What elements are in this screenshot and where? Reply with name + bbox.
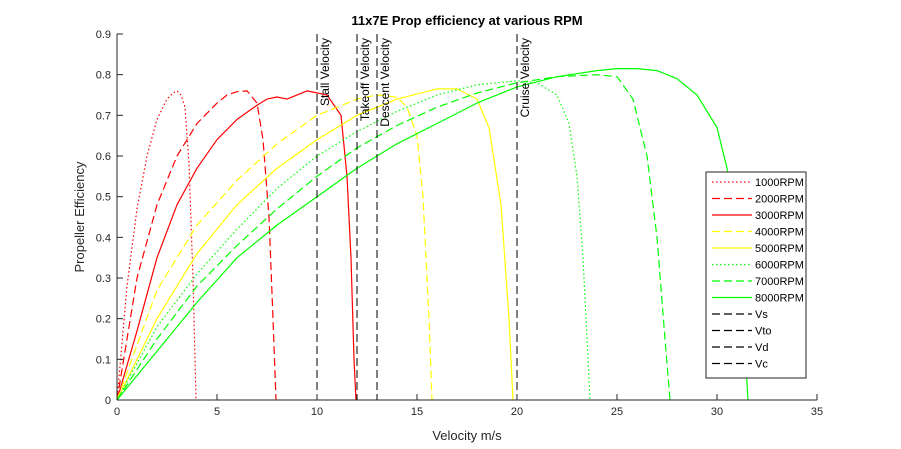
legend-label-5000RPM: 5000RPM	[755, 243, 804, 255]
x-tick-label: 25	[611, 406, 623, 418]
x-tick-label: 0	[114, 406, 120, 418]
series-line-1000RPM	[116, 90, 197, 401]
series-layer	[116, 67, 749, 401]
legend-label-7000RPM: 7000RPM	[755, 276, 804, 288]
y-tick-label: 0.9	[96, 29, 111, 41]
series-line-7000RPM	[116, 74, 671, 401]
series-line-4000RPM	[116, 94, 433, 401]
vline-label-Vc: Cruise Velocity	[518, 38, 532, 117]
series-line-5000RPM	[116, 88, 514, 401]
legend-label-Vc: Vc	[755, 359, 768, 371]
x-tick-label: 30	[711, 406, 723, 418]
legend-label-3000RPM: 3000RPM	[755, 210, 804, 222]
legend: 1000RPM 2000RPM 3000RPM 4000RPM 5000RPM 6000R…	[705, 171, 807, 379]
vline-label-Vs: Stall Velocity	[318, 38, 332, 106]
series-line-6000RPM	[116, 80, 591, 401]
legend-label-Vs: Vs	[755, 309, 768, 321]
series-line-8000RPM	[116, 67, 749, 401]
axes: 0 5 10 15 20 25 30 35 0 0.1 0.2 0.3 0.4 0.5 0.6 0.7 0.8 0…	[96, 29, 823, 418]
x-tick-label: 10	[311, 406, 323, 418]
y-axis-title: Propeller Efficiency	[72, 161, 87, 273]
legend-label-4000RPM: 4000RPM	[755, 227, 804, 239]
plot-background	[117, 34, 817, 400]
y-tick-label: 0.4	[96, 232, 111, 244]
vline-label-Vto: Takeoff Velocity	[358, 38, 372, 121]
x-tick-label: 5	[214, 406, 220, 418]
plot-area	[117, 34, 817, 400]
legend-label-2000RPM: 2000RPM	[755, 194, 804, 206]
y-tick-label: 0.6	[96, 151, 111, 163]
y-tick-label: 0.5	[96, 192, 111, 204]
series-line-2000RPM	[116, 90, 277, 401]
vline-label-Vd: Descent Velocity	[378, 38, 392, 127]
x-tick-label: 20	[511, 406, 523, 418]
x-axis-title: Velocity m/s	[432, 428, 502, 443]
y-tick-label: 0.7	[96, 110, 111, 122]
legend-label-Vto: Vto	[755, 326, 772, 338]
x-tick-label: 35	[811, 406, 823, 418]
series-line-3000RPM	[116, 90, 357, 401]
y-tick-label: 0.8	[96, 70, 111, 82]
x-tick-label: 15	[411, 406, 423, 418]
legend-label-6000RPM: 6000RPM	[755, 260, 804, 272]
legend-box	[705, 171, 807, 379]
y-tick-label: 0	[105, 395, 111, 407]
reference-lines: Stall Velocity Takeoff Velocity Descent Ve…	[316, 34, 532, 400]
y-tick-label: 0.3	[96, 273, 111, 285]
legend-label-8000RPM: 8000RPM	[755, 293, 804, 305]
chart-title: 11x7E Prop efficiency at various RPM	[351, 13, 582, 28]
legend-label-1000RPM: 1000RPM	[755, 177, 804, 189]
legend-label-Vd: Vd	[755, 342, 768, 354]
y-tick-label: 0.1	[96, 354, 111, 366]
y-tick-label: 0.2	[96, 314, 111, 326]
